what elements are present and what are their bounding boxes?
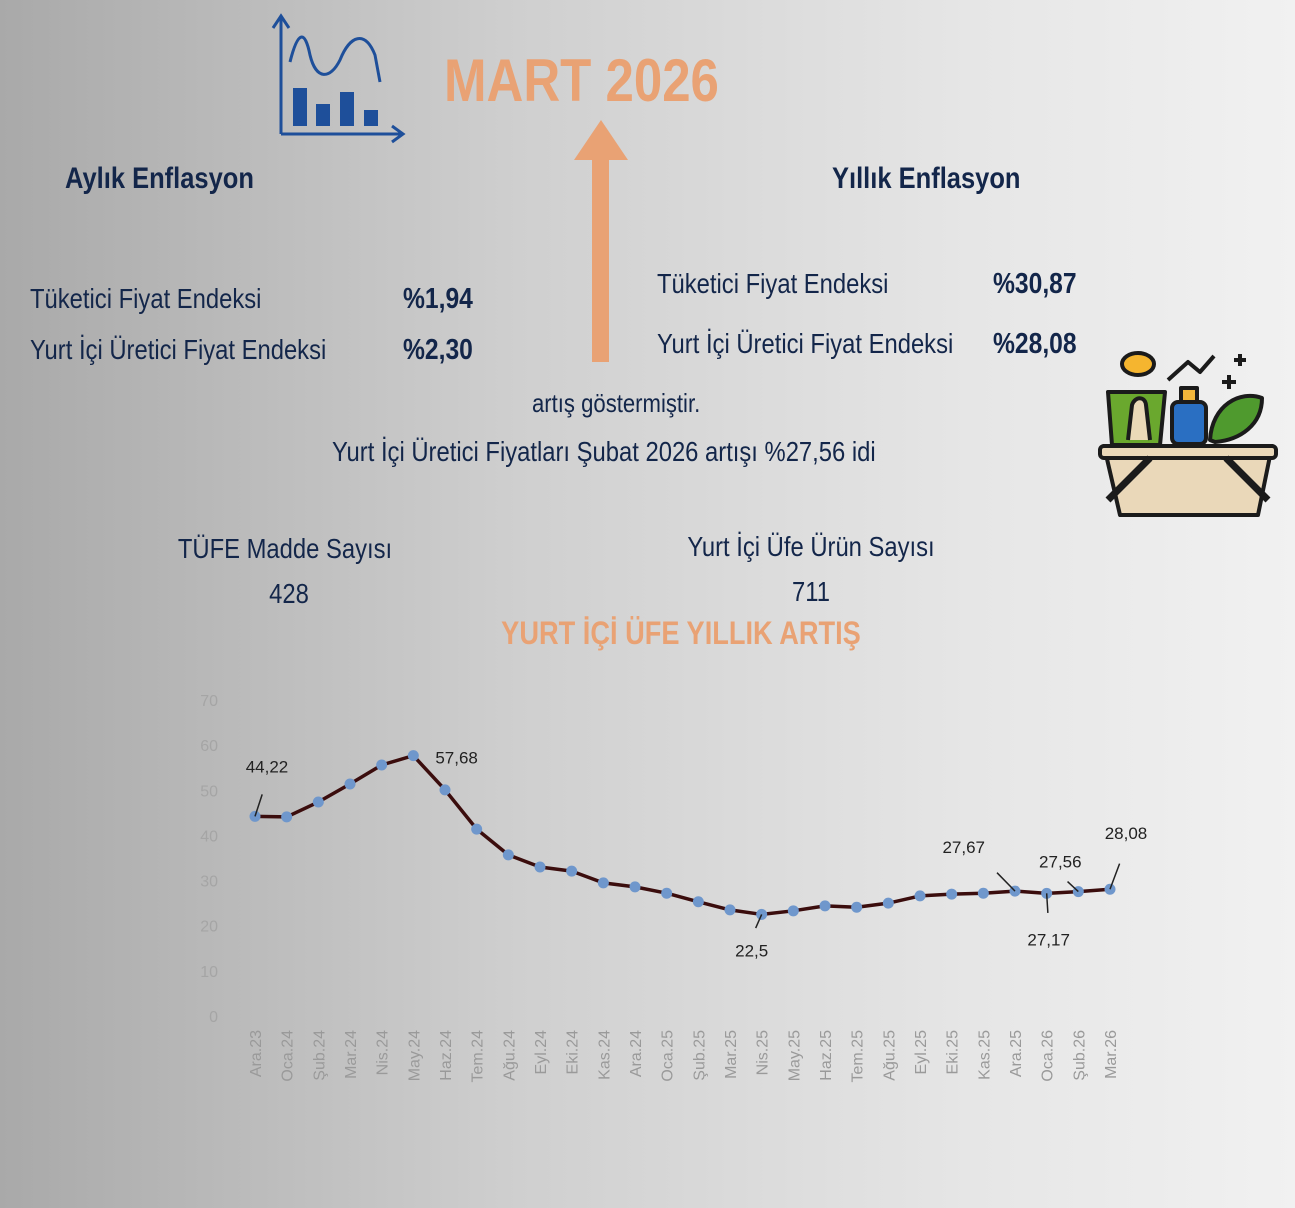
x-tick-label: Ara.25 xyxy=(1008,1030,1025,1077)
page: 0 10 20 30 40 50 60 70 Ara.23 Oca.24 Şub.24 Mar.24 N… xyxy=(0,0,1295,1208)
x-tick-label: Şub.24 xyxy=(311,1030,328,1081)
note: artış göstermiştir. xyxy=(532,388,700,419)
count-label: TÜFE Madde Sayısı xyxy=(178,533,392,565)
marker xyxy=(566,866,577,877)
x-tick-label: Ağu.25 xyxy=(881,1030,898,1081)
y-tick-label: 20 xyxy=(200,919,218,936)
data-label: 27,56 xyxy=(1039,853,1082,872)
x-tick-label: Haz.25 xyxy=(818,1030,835,1081)
x-tick-label: May.25 xyxy=(786,1030,803,1081)
y-tick-label: 50 xyxy=(200,783,218,800)
monthly-heading: Aylık Enflasyon xyxy=(65,162,254,196)
count-value: 711 xyxy=(792,576,830,608)
leader-line xyxy=(997,873,1015,891)
monthly-value: %2,30 xyxy=(403,334,473,367)
y-tick-label: 60 xyxy=(200,738,218,755)
data-label: 28,08 xyxy=(1105,824,1148,843)
marker xyxy=(598,877,609,888)
marker xyxy=(408,750,419,761)
marker xyxy=(281,811,292,822)
x-tick-label: Mar.25 xyxy=(723,1030,740,1079)
annual-label: Yurt İçi Üretici Fiyat Endeksi xyxy=(657,328,953,360)
x-tick-label: Eki.24 xyxy=(565,1030,582,1075)
marker xyxy=(788,905,799,916)
x-tick-label: Nis.24 xyxy=(375,1030,392,1075)
x-tick-label: Tem.24 xyxy=(470,1030,487,1083)
monthly-label: Tüketici Fiyat Endeksi xyxy=(30,283,261,315)
marker xyxy=(503,849,514,860)
x-tick-label: Oca.24 xyxy=(280,1030,297,1082)
up-arrow xyxy=(574,120,628,362)
x-tick-label: Kas.24 xyxy=(596,1030,613,1080)
marker xyxy=(946,889,957,900)
x-tick-label: Kas.25 xyxy=(976,1030,993,1080)
monthly-label: Yurt İçi Üretici Fiyat Endeksi xyxy=(30,334,326,366)
marker xyxy=(440,784,451,795)
x-tick-label: Şub.25 xyxy=(691,1030,708,1081)
x-tick-label: Mar.26 xyxy=(1103,1030,1120,1079)
annual-heading: Yıllık Enflasyon xyxy=(832,162,1020,196)
marker xyxy=(883,898,894,909)
marker xyxy=(693,896,704,907)
x-tick-label: Ara.23 xyxy=(248,1030,265,1077)
marker xyxy=(313,797,324,808)
x-tick-label: Mar.24 xyxy=(343,1030,360,1079)
y-tick-label: 30 xyxy=(200,874,218,891)
data-label: 27,17 xyxy=(1027,930,1070,949)
marker xyxy=(345,778,356,789)
marker xyxy=(915,890,926,901)
basket-icon xyxy=(1100,353,1276,515)
marker xyxy=(471,824,482,835)
marker xyxy=(376,760,387,771)
x-tick-label: Haz.24 xyxy=(438,1030,455,1081)
x-tick-label: Tem.25 xyxy=(850,1030,867,1083)
x-tick-label: May.24 xyxy=(406,1030,423,1081)
data-label: 57,68 xyxy=(435,749,478,768)
x-tick-label: Oca.26 xyxy=(1040,1030,1057,1082)
annual-label: Tüketici Fiyat Endeksi xyxy=(657,268,888,300)
count-value: 428 xyxy=(269,578,309,610)
y-tick-label: 70 xyxy=(200,693,218,710)
data-label: 44,22 xyxy=(246,757,289,776)
x-tick-label: Ara.24 xyxy=(628,1030,645,1077)
x-tick-label: Şub.26 xyxy=(1071,1030,1088,1081)
data-label: 27,67 xyxy=(942,838,985,857)
x-tick-label: Eki.25 xyxy=(945,1030,962,1075)
marker xyxy=(661,888,672,899)
x-tick-label: Ağu.24 xyxy=(501,1030,518,1081)
annual-value: %30,87 xyxy=(993,268,1077,301)
y-tick-label: 10 xyxy=(200,964,218,981)
marker xyxy=(535,862,546,873)
data-label: 22,5 xyxy=(735,941,768,960)
y-tick-label: 40 xyxy=(200,828,218,845)
x-tick-label: Eyl.25 xyxy=(913,1030,930,1075)
x-tick-label: Eyl.24 xyxy=(533,1030,550,1075)
marker xyxy=(725,904,736,915)
count-label: Yurt İçi Üfe Ürün Sayısı xyxy=(687,531,934,563)
marker xyxy=(820,900,831,911)
main-title: MART 2026 xyxy=(444,46,719,115)
chart-title: YURT İÇİ ÜFE YILLIK ARTIŞ xyxy=(501,615,861,652)
x-tick-label: Nis.25 xyxy=(755,1030,772,1075)
marker xyxy=(851,902,862,913)
note: Yurt İçi Üretici Fiyatları Şubat 2026 ar… xyxy=(332,436,876,468)
monthly-value: %1,94 xyxy=(403,283,473,316)
annual-value: %28,08 xyxy=(993,328,1077,361)
y-tick-label: 0 xyxy=(209,1009,218,1026)
x-tick-label: Oca.25 xyxy=(660,1030,677,1082)
chart-icon xyxy=(273,16,403,142)
marker xyxy=(978,888,989,899)
leader-line xyxy=(1110,864,1120,890)
marker xyxy=(630,881,641,892)
